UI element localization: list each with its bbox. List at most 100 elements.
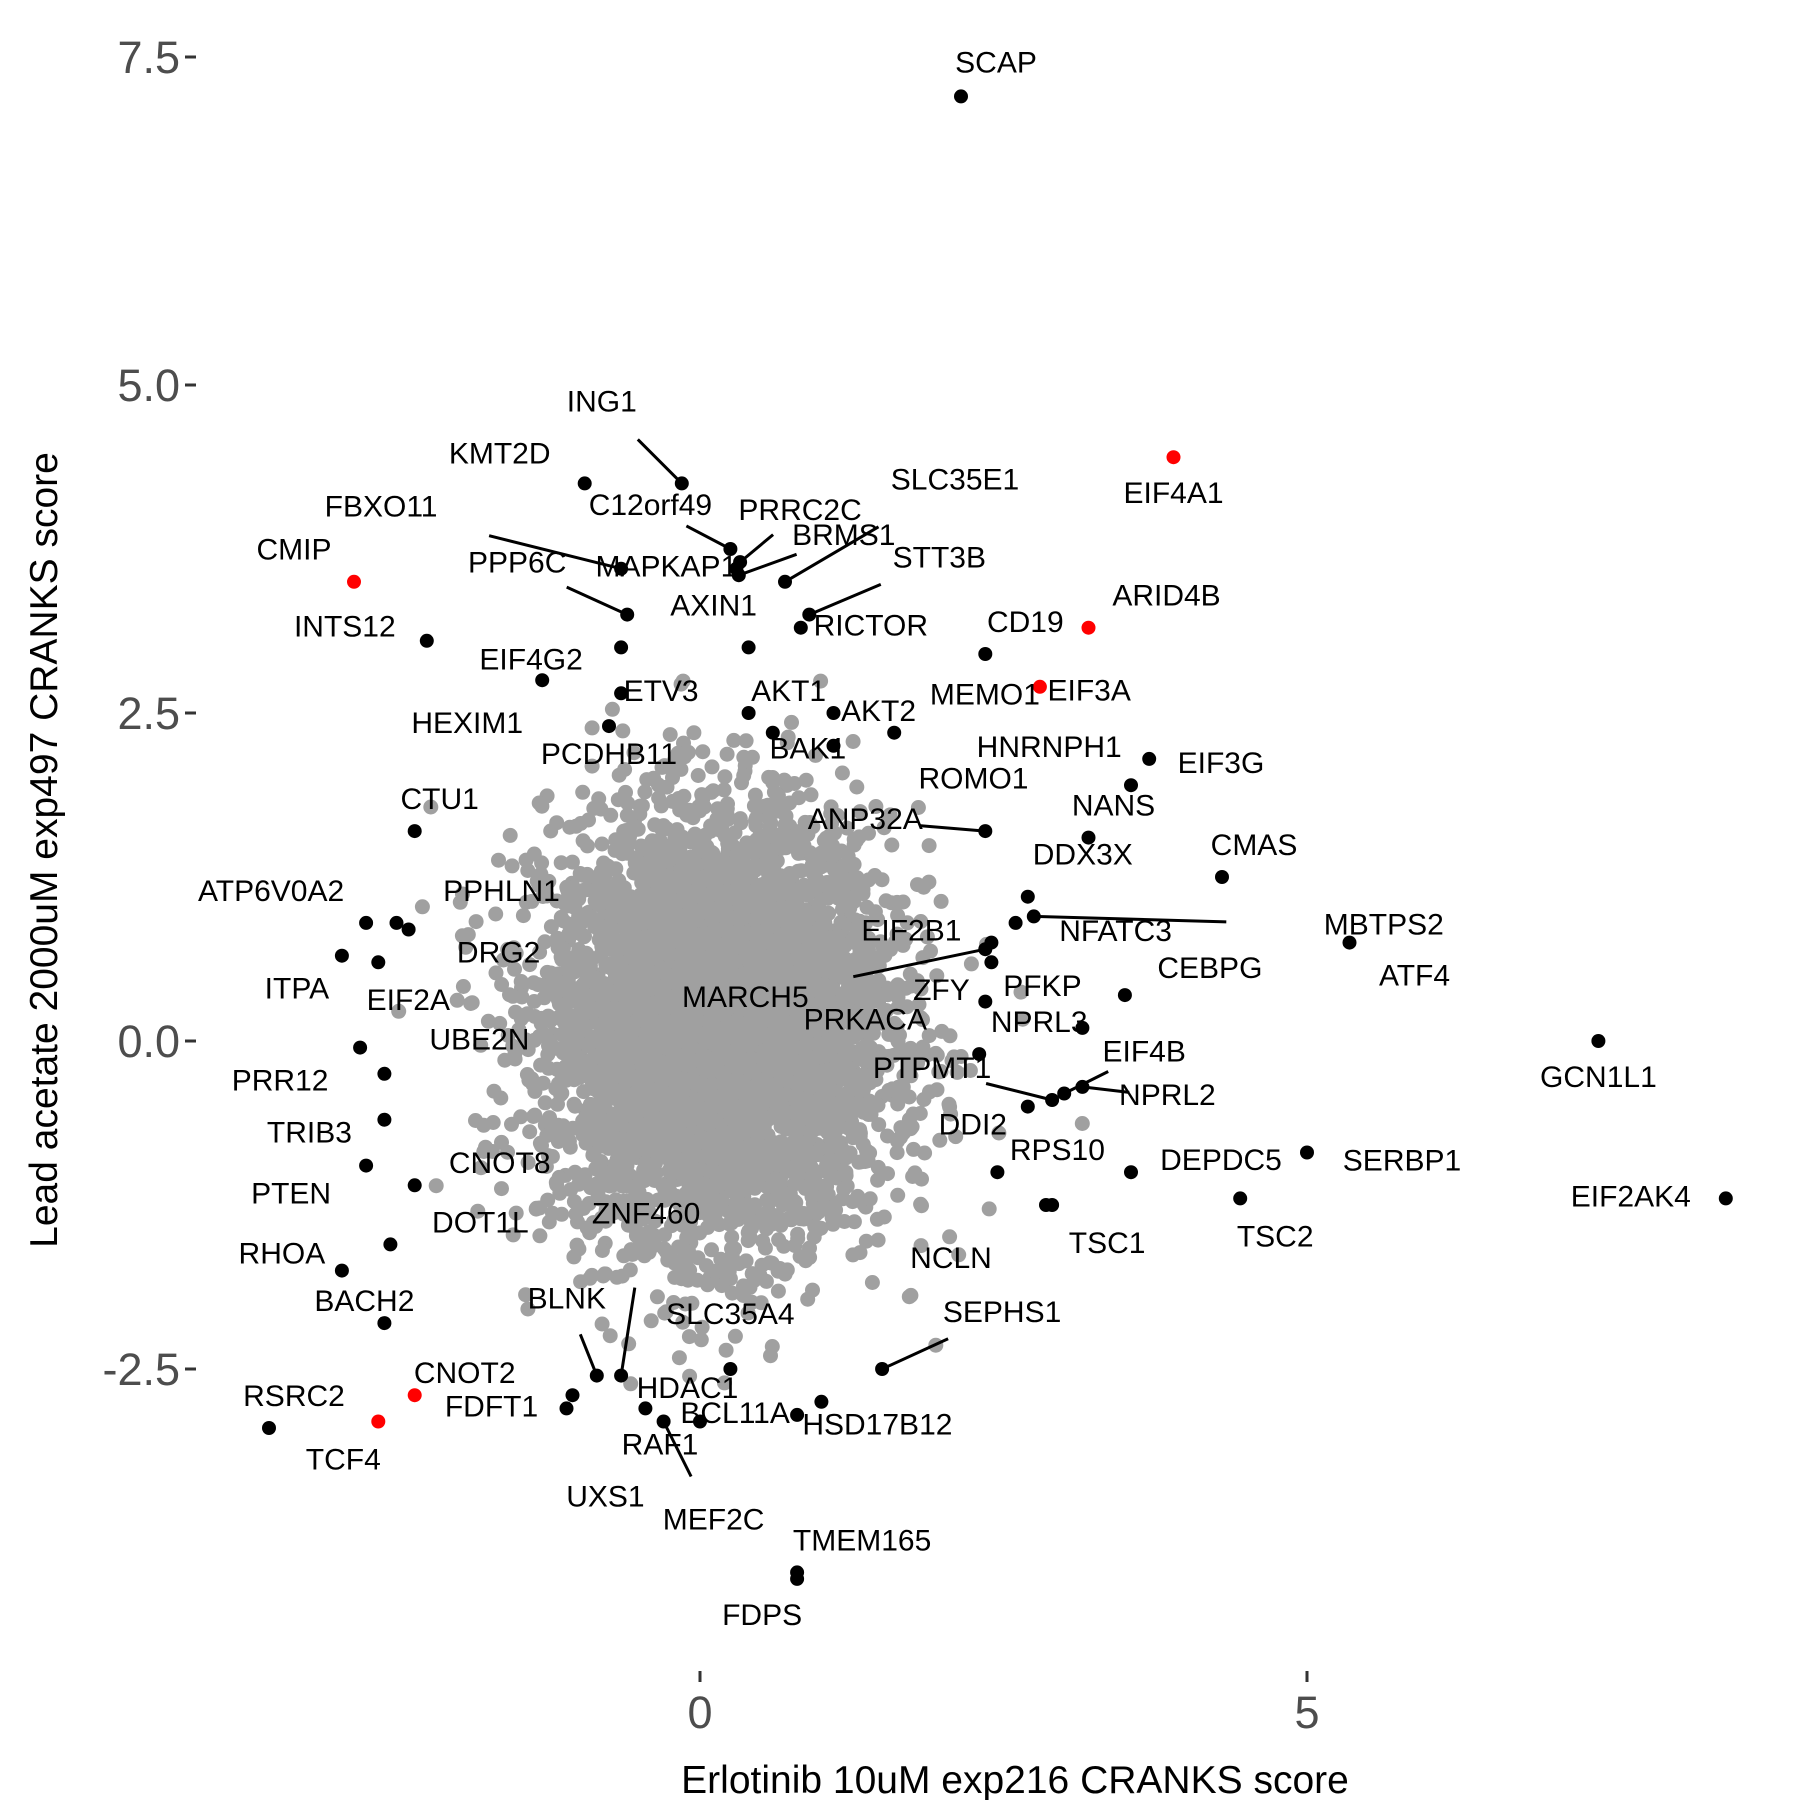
background-gene-point	[811, 1204, 827, 1220]
background-gene-point	[914, 1198, 929, 1214]
background-gene-point	[931, 1064, 947, 1080]
background-gene-point	[870, 1159, 886, 1175]
background-gene-point	[616, 823, 632, 839]
background-gene-point	[737, 1122, 752, 1138]
background-gene-point	[543, 919, 559, 935]
background-gene-point	[666, 824, 682, 840]
background-gene-point	[784, 714, 799, 730]
background-gene-point	[596, 1050, 612, 1065]
background-gene-point	[584, 758, 600, 774]
background-gene-point	[747, 1197, 763, 1213]
background-gene-point	[859, 899, 875, 915]
background-gene-point	[578, 1135, 594, 1151]
background-gene-point	[757, 1240, 773, 1256]
background-gene-point	[640, 963, 656, 979]
background-gene-point	[876, 1209, 892, 1225]
background-gene-point	[862, 1191, 878, 1207]
background-gene-point	[476, 1144, 492, 1159]
background-gene-point	[792, 1249, 808, 1264]
background-gene-point	[913, 914, 929, 929]
background-gene-point	[790, 1231, 806, 1246]
background-gene-point	[921, 1028, 937, 1044]
background-gene-point	[837, 937, 853, 953]
background-gene-point	[613, 986, 629, 1002]
background-gene-point	[896, 1125, 912, 1141]
background-gene-point	[578, 1018, 594, 1034]
background-gene-point	[761, 811, 777, 827]
background-gene-point	[726, 732, 742, 748]
background-gene-point	[962, 1063, 978, 1078]
background-gene-point	[476, 1117, 492, 1133]
background-gene-point	[594, 836, 610, 852]
background-gene-point	[514, 989, 530, 1005]
background-gene-point	[502, 827, 518, 843]
background-gene-point	[704, 1242, 719, 1258]
background-gene-point	[852, 1081, 867, 1097]
background-gene-point	[621, 1336, 637, 1352]
background-gene-point	[533, 1057, 549, 1073]
background-gene-point	[704, 759, 720, 775]
background-gene-point	[488, 906, 504, 922]
background-gene-point	[842, 1145, 858, 1161]
background-gene-point	[468, 914, 484, 930]
background-gene-point	[654, 759, 670, 775]
background-gene-point	[819, 1179, 835, 1195]
background-gene-point	[819, 1157, 835, 1172]
background-gene-point	[727, 1328, 743, 1344]
background-gene-point	[700, 1277, 716, 1293]
background-gene-point	[600, 858, 616, 874]
background-gene-point	[519, 1067, 535, 1082]
background-gene-point	[858, 1233, 874, 1249]
background-gene-point	[694, 1319, 710, 1335]
background-gene-point	[736, 768, 752, 784]
background-gene-point	[683, 834, 699, 850]
background-gene-point	[520, 1155, 536, 1170]
background-gene-point	[852, 804, 868, 820]
background-gene-point	[765, 770, 781, 785]
background-gene-point	[571, 909, 587, 924]
background-gene-point	[721, 923, 737, 939]
background-gene-point	[754, 877, 770, 893]
background-gene-point	[890, 1096, 906, 1112]
background-gene-point	[526, 846, 542, 862]
background-gene-point	[695, 744, 711, 760]
background-gene-point	[719, 746, 735, 762]
background-gene-point	[671, 1350, 687, 1366]
background-gene-point	[933, 893, 949, 909]
background-gene-point	[840, 1048, 855, 1064]
background-gene-point	[582, 1225, 598, 1241]
background-gene-point	[675, 1314, 691, 1330]
background-gene-point	[762, 1194, 778, 1210]
background-gene-point	[554, 1026, 570, 1042]
background-gene-point	[566, 964, 582, 980]
background-gene-point	[808, 1120, 824, 1135]
background-gene-point	[679, 1230, 695, 1245]
background-gene-point	[738, 1253, 754, 1269]
background-gene-point	[849, 779, 865, 795]
background-gene-point	[777, 817, 793, 833]
background-gene-point	[864, 1275, 880, 1290]
background-gene-point	[532, 1228, 548, 1244]
background-gene-point	[916, 1092, 932, 1107]
background-gene-point	[681, 941, 697, 956]
background-gene-point	[504, 858, 520, 874]
background-gene-point	[675, 673, 691, 689]
background-gene-point	[531, 795, 547, 811]
background-gene-point	[492, 1015, 508, 1031]
background-gene-point	[603, 807, 619, 823]
background-gene-point	[889, 1145, 905, 1161]
background-gene-point	[513, 1109, 529, 1125]
background-gene-point	[584, 1267, 600, 1283]
background-gene-point	[494, 1181, 509, 1197]
background-gene-point	[691, 907, 706, 923]
background-gene-point	[798, 1096, 814, 1112]
background-gene-point	[770, 1283, 786, 1299]
background-gene-point	[932, 1132, 948, 1148]
background-gene-point	[564, 854, 580, 870]
background-gene-point	[553, 1087, 569, 1103]
background-gene-point	[507, 961, 522, 977]
background-gene-point	[698, 1258, 714, 1274]
background-gene-point	[942, 1099, 958, 1115]
background-gene-point	[836, 878, 852, 894]
